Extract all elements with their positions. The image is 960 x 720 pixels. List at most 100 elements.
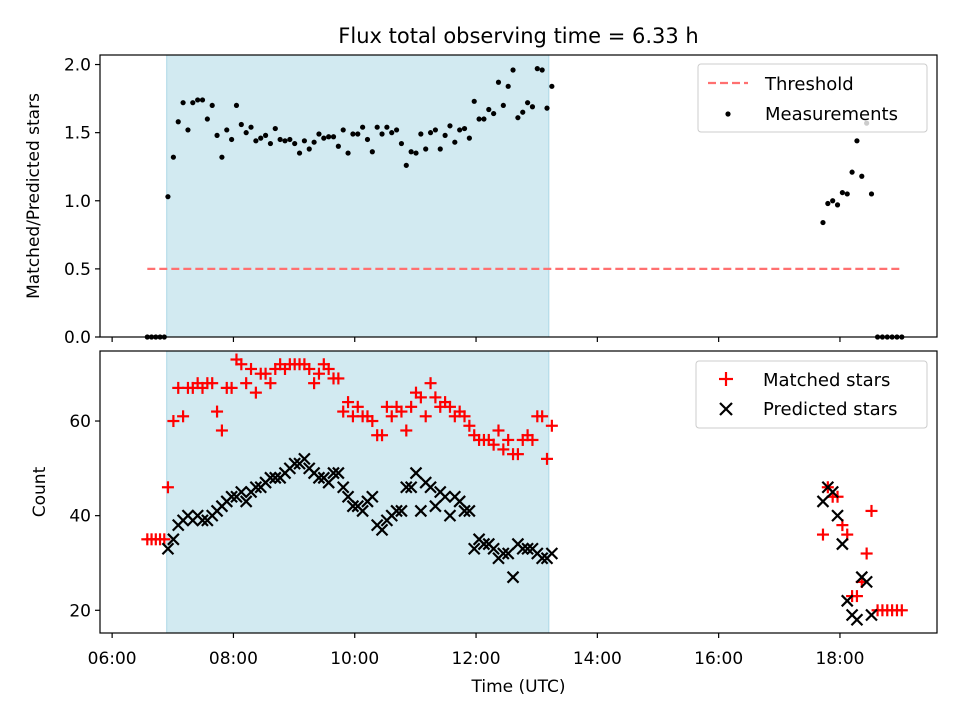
predicted-star-point — [837, 539, 848, 550]
measurement-point — [287, 137, 292, 142]
measurement-point — [820, 220, 825, 225]
measurement-point — [869, 191, 874, 196]
measurement-point — [840, 190, 845, 195]
measurement-point — [282, 138, 287, 143]
measurement-point — [244, 130, 249, 135]
measurement-point — [491, 111, 496, 116]
top-y-tick-label: 1.0 — [64, 192, 91, 212]
top-x-ticks — [112, 337, 840, 342]
measurement-point — [544, 106, 549, 111]
top-y-tick-label: 0.5 — [64, 260, 91, 280]
measurement-point — [219, 155, 224, 160]
top-panel: 0.00.51.01.52.0 Matched/Predicted stars … — [24, 55, 937, 348]
measurement-point — [835, 202, 840, 207]
measurement-point — [350, 131, 355, 136]
matched-star-point — [865, 505, 877, 517]
top-shaded-interval — [167, 55, 549, 337]
predicted-star-point — [851, 614, 862, 625]
measurement-point — [239, 122, 244, 127]
measurement-point — [859, 174, 864, 179]
measurement-point — [190, 100, 195, 105]
measurement-point — [336, 144, 341, 149]
measurement-point — [180, 100, 185, 105]
measurement-point — [224, 127, 229, 132]
predicted-star-point — [817, 496, 828, 507]
measurement-point — [248, 125, 253, 130]
top-y-tick-label: 0.0 — [64, 328, 91, 348]
measurement-point — [360, 125, 365, 130]
legend-measurements-label: Measurements — [765, 104, 898, 125]
top-y-tick-label: 2.0 — [64, 56, 91, 76]
measurement-point — [510, 67, 515, 72]
measurement-point — [331, 134, 336, 139]
bottom-y-ticks: 20 40 60 — [69, 412, 100, 621]
measurement-point — [379, 131, 384, 136]
measurement-point — [409, 149, 414, 154]
measurement-point — [394, 127, 399, 132]
predicted-star-point — [866, 610, 877, 621]
measurement-point — [443, 133, 448, 138]
measurement-point — [501, 103, 506, 108]
x-tick-label: 08:00 — [209, 649, 258, 669]
x-tick-label: 14:00 — [573, 649, 622, 669]
measurement-point — [418, 131, 423, 136]
measurement-point — [525, 100, 530, 105]
measurement-point — [506, 84, 511, 89]
x-tick-label: 12:00 — [452, 649, 501, 669]
bottom-panel: 204060 06:00 08:00 10:00 12:00 14:00 16:00 18:… — [30, 351, 937, 697]
bottom-y-tick-label: 60 — [69, 412, 91, 432]
x-tick-label: 18:00 — [815, 649, 864, 669]
measurement-point — [389, 130, 394, 135]
x-tick-label: 06:00 — [88, 649, 137, 669]
measurement-point — [467, 136, 472, 141]
measurement-point — [496, 80, 501, 85]
measurement-point — [438, 146, 443, 151]
legend-threshold-label: Threshold — [764, 74, 854, 95]
bottom-y-tick-label: 20 — [69, 601, 91, 621]
measurement-point — [515, 115, 520, 120]
bottom-legend: Matched stars Predicted stars — [696, 361, 927, 428]
bottom-shaded-interval — [167, 351, 549, 633]
measurement-point — [452, 140, 457, 145]
legend-predicted-label: Predicted stars — [763, 399, 897, 420]
measurement-point — [540, 67, 545, 72]
measurement-point — [370, 149, 375, 154]
measurement-point — [404, 163, 409, 168]
measurement-point — [205, 116, 210, 121]
predicted-star-point — [832, 510, 843, 521]
measurement-point — [423, 146, 428, 151]
measurement-point — [447, 123, 452, 128]
figure: Flux total observing time = 6.33 h 0.0 0.… — [0, 0, 960, 720]
measurement-point — [486, 107, 491, 112]
measurement-point — [268, 141, 273, 146]
measurement-point — [185, 127, 190, 132]
chart-title: Flux total observing time = 6.33 h — [338, 24, 698, 48]
measurement-point — [312, 140, 317, 145]
measurement-point — [176, 119, 181, 124]
bottom-x-ticks: 06:00 08:00 10:00 12:00 14:00 16:00 18:00 — [88, 633, 865, 669]
measurement-point — [302, 138, 307, 143]
x-axis-label: Time (UTC) — [471, 677, 566, 697]
measurement-point — [845, 191, 850, 196]
measurements-legend-swatch — [725, 111, 730, 116]
measurement-point — [263, 133, 268, 138]
measurement-point — [520, 110, 525, 115]
bottom-y-axis-label: Count — [30, 466, 50, 517]
measurement-point — [457, 127, 462, 132]
matched-star-point — [861, 548, 873, 560]
measurement-point — [481, 116, 486, 121]
bottom-y-tick-label: 40 — [69, 507, 91, 527]
measurement-point — [549, 84, 554, 89]
measurement-point — [321, 136, 326, 141]
top-y-ticks: 0.0 0.5 1.0 1.5 2.0 — [64, 56, 100, 348]
measurement-point — [365, 137, 370, 142]
measurement-point — [195, 97, 200, 102]
measurement-point — [825, 201, 830, 206]
measurement-point — [253, 138, 258, 143]
measurement-point — [375, 125, 380, 130]
measurement-point — [472, 99, 477, 104]
measurement-point — [258, 136, 263, 141]
measurement-point — [830, 198, 835, 203]
measurement-point — [273, 126, 278, 131]
measurement-point — [229, 137, 234, 142]
